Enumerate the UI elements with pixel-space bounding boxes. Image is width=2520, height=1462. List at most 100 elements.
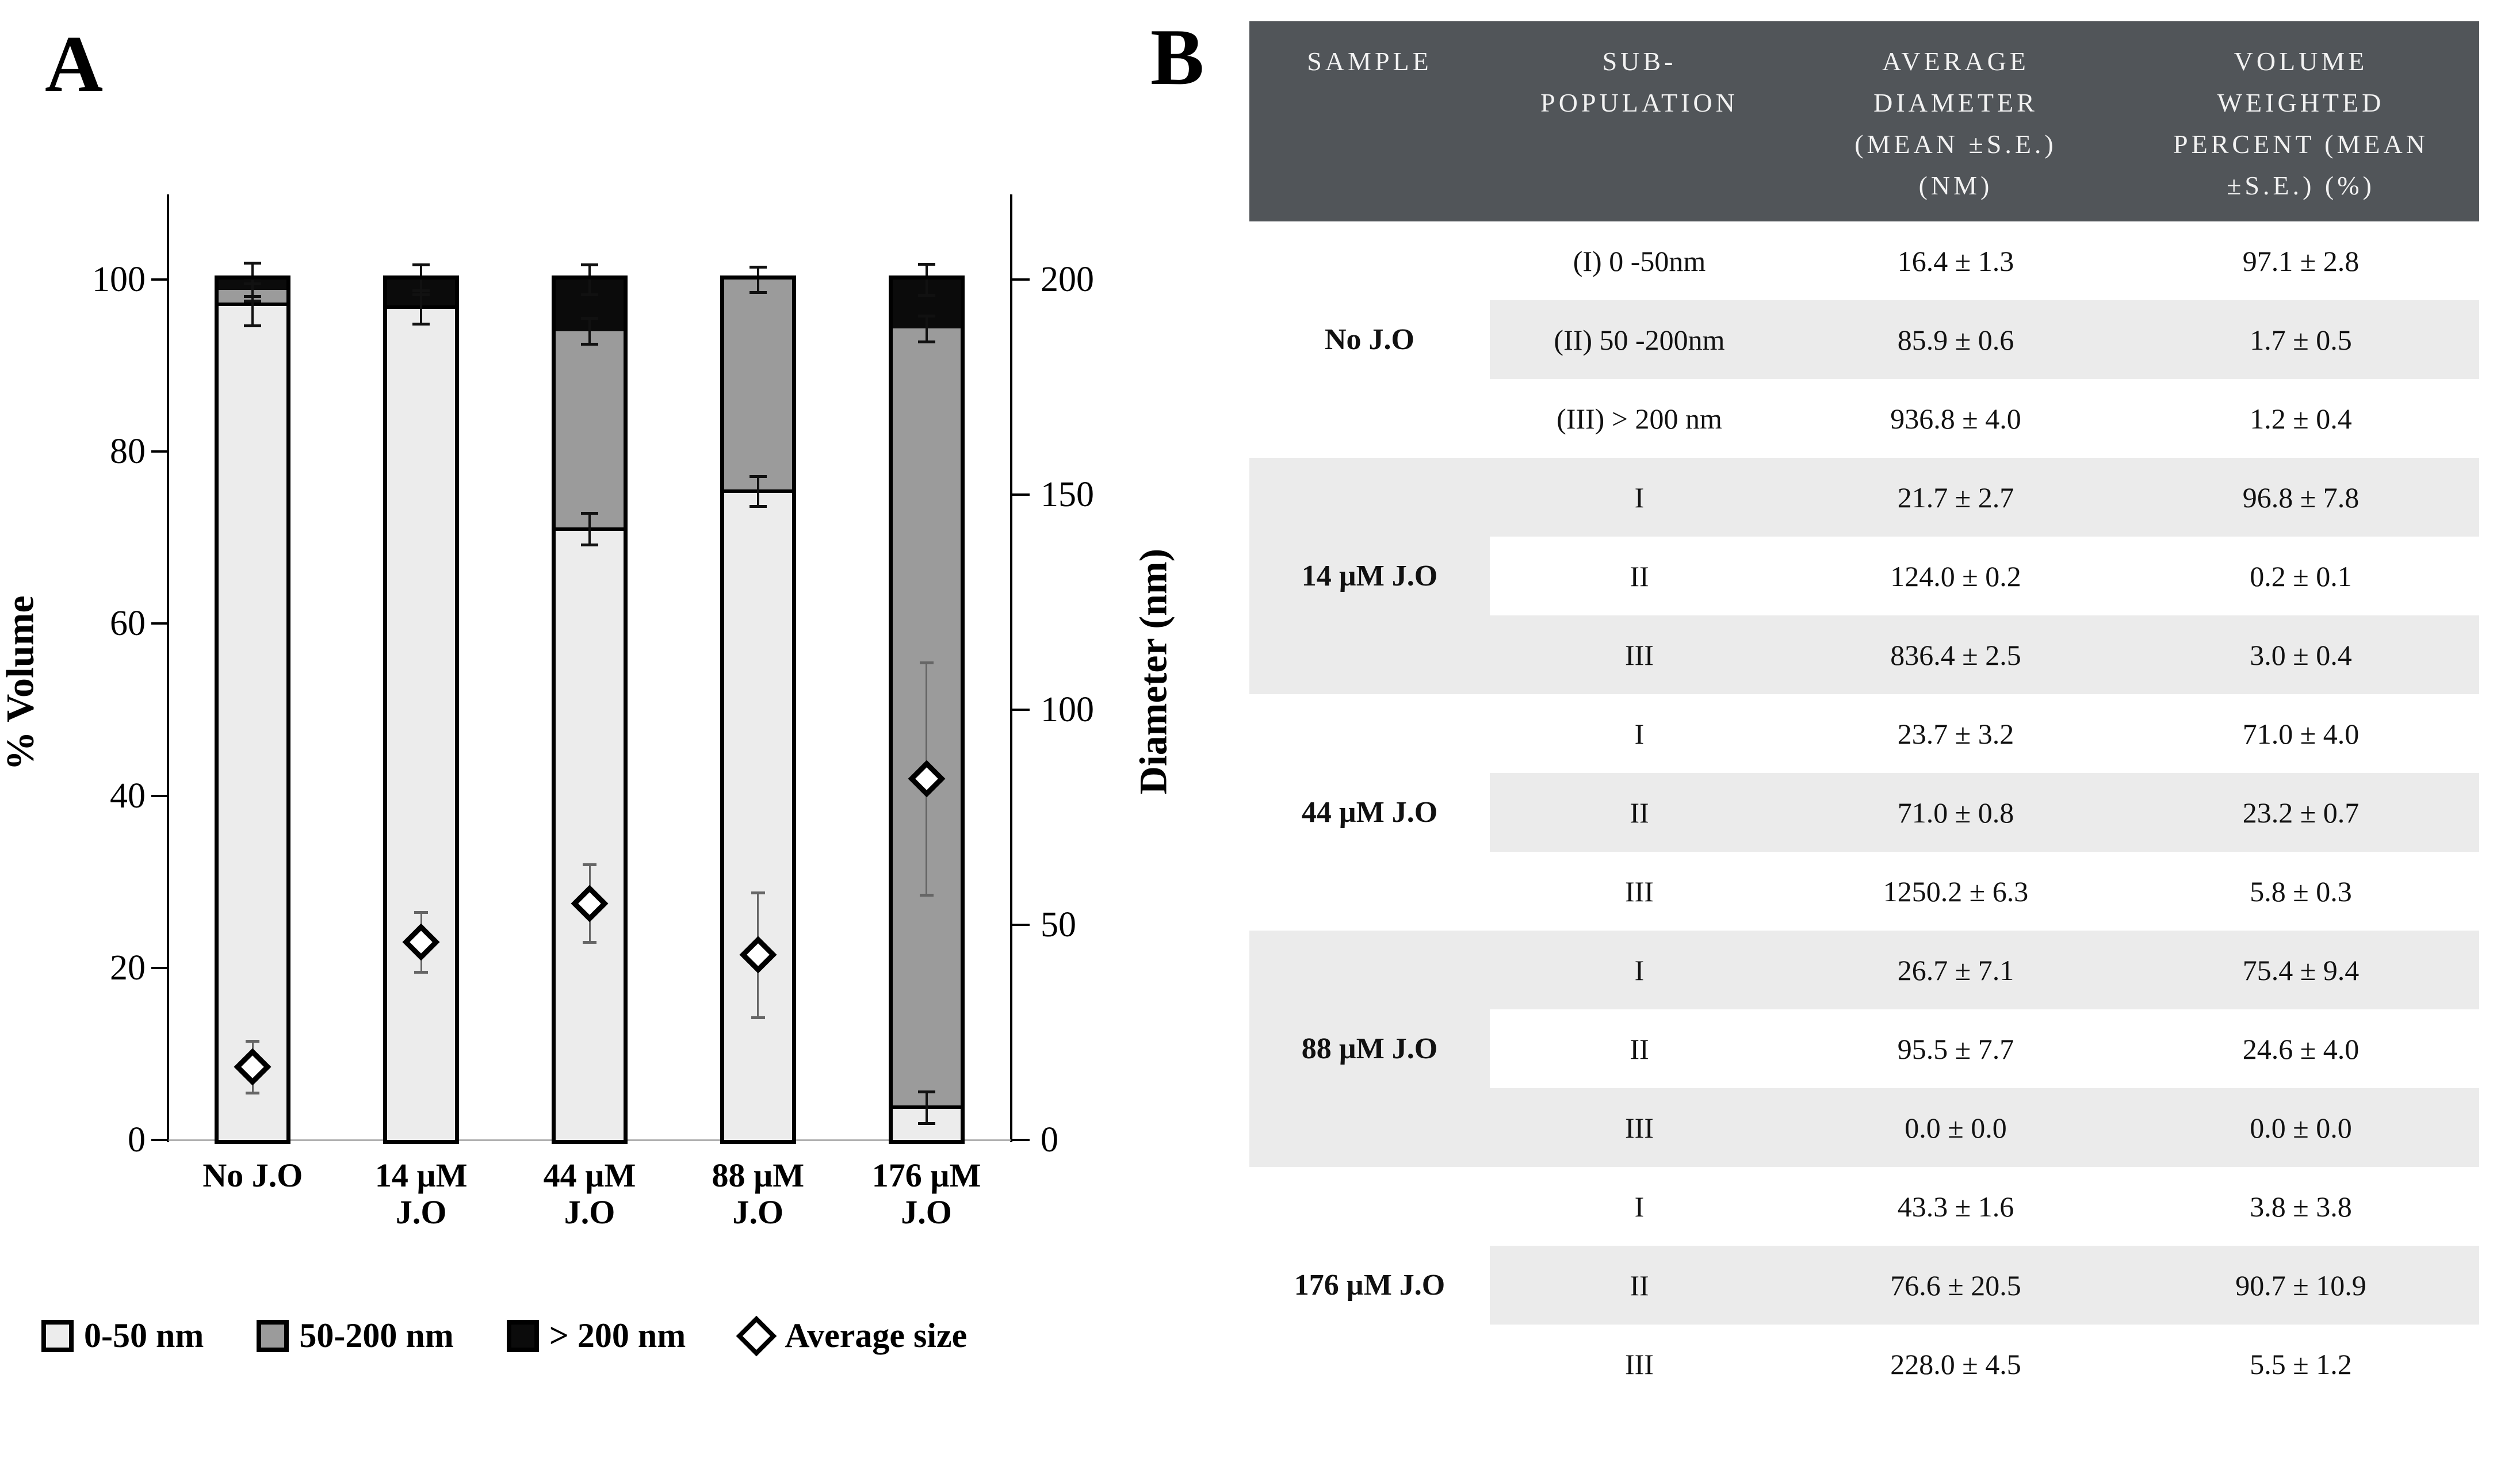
bar-outline bbox=[720, 275, 796, 1144]
error-bar-light-top-cap-bottom bbox=[581, 544, 598, 547]
subpop-cell: (I) 0 -50nm bbox=[1490, 221, 1789, 300]
y-left-tick-label: 0 bbox=[128, 1120, 146, 1159]
volume-percent-cell: 96.8 ± 7.8 bbox=[2123, 458, 2479, 537]
bar-segment-0-50nm bbox=[724, 491, 792, 1140]
volume-percent-cell: 90.7 ± 10.9 bbox=[2123, 1246, 2479, 1325]
diameter-cell: 43.3 ± 1.6 bbox=[1789, 1167, 2123, 1246]
table-row: II 95.5 ± 7.7 24.6 ± 4.0 bbox=[1249, 1009, 2479, 1088]
subpop-cell: III bbox=[1490, 1325, 1789, 1403]
y-right-tick bbox=[1012, 924, 1030, 926]
x-category-label: 88 µM J.O bbox=[712, 1157, 805, 1231]
legend-label: 50-200 nm bbox=[299, 1316, 454, 1354]
legend-item: Average size bbox=[736, 1315, 967, 1356]
volume-percent-cell: 24.6 ± 4.0 bbox=[2123, 1009, 2479, 1088]
column-header: SAMPLE bbox=[1249, 21, 1490, 221]
diameter-cell: 21.7 ± 2.7 bbox=[1789, 458, 2123, 537]
x-category-label: 176 µM J.O bbox=[871, 1157, 981, 1231]
volume-percent-cell: 75.4 ± 9.4 bbox=[2123, 931, 2479, 1009]
error-bar-light-top-cap-top bbox=[749, 475, 767, 479]
error-bar-gray-top-cap-bottom bbox=[244, 300, 262, 303]
subpop-cell: III bbox=[1490, 615, 1789, 694]
error-bar-light-top-cap-bottom bbox=[412, 322, 430, 326]
subpop-cell: III bbox=[1490, 852, 1789, 931]
volume-percent-cell: 3.0 ± 0.4 bbox=[2123, 615, 2479, 694]
error-bar-black-top-cap-bottom bbox=[244, 294, 262, 298]
error-bar-gray-top-cap-top bbox=[581, 317, 598, 320]
table-row: (II) 50 -200nm 85.9 ± 0.6 1.7 ± 0.5 bbox=[1249, 300, 2479, 379]
column-header: AVERAGE DIAMETER (MEAN ±S.E.) (NM) bbox=[1789, 21, 2123, 221]
average-size-error-bar-cap-bottom bbox=[414, 971, 429, 974]
legend-swatch-gray-icon bbox=[257, 1319, 289, 1352]
y-left-tick bbox=[151, 450, 169, 453]
error-bar-light-top bbox=[420, 290, 423, 324]
stacked-bar-chart: 0 20 40 60 80 100 0 50 100 150 200 No J.O 14 µM J.O 4… bbox=[0, 0, 1237, 1462]
legend-item: > 200 nm bbox=[506, 1316, 686, 1356]
sample-cell: 88 µM J.O bbox=[1249, 931, 1490, 1167]
y-right-tick-label: 150 bbox=[1041, 475, 1094, 514]
error-bar-gray-top-cap-bottom bbox=[749, 291, 767, 294]
table-row: III 0.0 ± 0.0 0.0 ± 0.0 bbox=[1249, 1088, 2479, 1167]
table-row: (III) > 200 nm 936.8 ± 4.0 1.2 ± 0.4 bbox=[1249, 379, 2479, 458]
average-size-error-bar-cap-top bbox=[751, 891, 765, 894]
y-left-tick-label: 60 bbox=[110, 604, 146, 644]
diameter-cell: 23.7 ± 3.2 bbox=[1789, 694, 2123, 773]
sample-cell: 176 µM J.O bbox=[1249, 1167, 1490, 1403]
legend-item: 0-50 nm bbox=[41, 1316, 204, 1356]
y-right-tick bbox=[1012, 278, 1030, 281]
error-bar-light-top-cap-bottom bbox=[244, 324, 262, 327]
volume-percent-cell: 23.2 ± 0.7 bbox=[2123, 773, 2479, 852]
y-left-tick bbox=[151, 1139, 169, 1141]
error-bar-gray-top bbox=[925, 315, 928, 342]
table-row: No J.O (I) 0 -50nm 16.4 ± 1.3 97.1 ± 2.8 bbox=[1249, 221, 2479, 458]
error-bar-black-top-cap-top bbox=[412, 263, 430, 267]
y-right-tick bbox=[1012, 1139, 1030, 1141]
table-row: III 1250.2 ± 6.3 5.8 ± 0.3 bbox=[1249, 852, 2479, 931]
volume-percent-cell: 71.0 ± 4.0 bbox=[2123, 694, 2479, 773]
volume-percent-cell: 0.0 ± 0.0 bbox=[2123, 1088, 2479, 1167]
subpop-cell: I bbox=[1490, 458, 1789, 537]
y-left-tick bbox=[151, 278, 169, 281]
error-bar-black-top-cap-top bbox=[581, 263, 598, 267]
y-left-tick bbox=[151, 794, 169, 797]
bar-segment-50-200nm bbox=[556, 331, 624, 529]
diameter-cell: 836.4 ± 2.5 bbox=[1789, 615, 2123, 694]
diameter-cell: 95.5 ± 7.7 bbox=[1789, 1009, 2123, 1088]
diameter-cell: 228.0 ± 4.5 bbox=[1789, 1325, 2123, 1403]
x-category-label: No J.O bbox=[202, 1157, 303, 1194]
table-row: II 76.6 ± 20.5 90.7 ± 10.9 bbox=[1249, 1246, 2479, 1325]
diameter-cell: 85.9 ± 0.6 bbox=[1789, 300, 2123, 379]
bar-outline bbox=[383, 275, 460, 1144]
bar-segment-0-50nm bbox=[556, 529, 624, 1140]
diameter-cell: 71.0 ± 0.8 bbox=[1789, 773, 2123, 852]
volume-percent-cell: 5.8 ± 0.3 bbox=[2123, 852, 2479, 931]
diameter-cell: 936.8 ± 4.0 bbox=[1789, 379, 2123, 458]
subpopulation-table: SAMPLE SUB- POPULATION AVERAGE DIAMETER (M… bbox=[1249, 21, 2479, 1403]
table-header-row: SAMPLE SUB- POPULATION AVERAGE DIAMETER (M… bbox=[1249, 21, 2479, 221]
y-axis-right-line bbox=[1010, 194, 1012, 1142]
table-row: II 71.0 ± 0.8 23.2 ± 0.7 bbox=[1249, 773, 2479, 852]
average-size-error-bar-cap-top bbox=[246, 1039, 260, 1043]
legend-swatch-light-icon bbox=[41, 1319, 74, 1352]
error-bar-gray-top-cap-top bbox=[917, 314, 935, 317]
legend-label: 0-50 nm bbox=[84, 1316, 204, 1354]
sample-cell: No J.O bbox=[1249, 221, 1490, 458]
table-row: 88 µM J.O I 26.7 ± 7.1 75.4 ± 9.4 bbox=[1249, 931, 2479, 1167]
subpop-cell: I bbox=[1490, 931, 1789, 1009]
y-left-tick-label: 100 bbox=[92, 260, 146, 299]
panel-b-label: B bbox=[1150, 13, 1204, 102]
average-size-error-bar-cap-top bbox=[414, 910, 429, 914]
average-size-error-bar-cap-bottom bbox=[583, 940, 596, 944]
table-body: No J.O (I) 0 -50nm 16.4 ± 1.3 97.1 ± 2.8 (II… bbox=[1249, 221, 2479, 1403]
table-header: SAMPLE SUB- POPULATION AVERAGE DIAMETER (M… bbox=[1249, 21, 2479, 221]
table-row: III 228.0 ± 4.5 5.5 ± 1.2 bbox=[1249, 1325, 2479, 1403]
error-bar-gray-top-cap-bottom bbox=[917, 340, 935, 343]
error-bar-black-top-cap-bottom bbox=[581, 293, 598, 296]
y-right-tick-label: 50 bbox=[1041, 905, 1076, 944]
y-right-tick-label: 200 bbox=[1041, 260, 1094, 299]
legend-label: > 200 nm bbox=[549, 1316, 686, 1354]
subpop-cell: I bbox=[1490, 1167, 1789, 1246]
table-row: II 124.0 ± 0.2 0.2 ± 0.1 bbox=[1249, 537, 2479, 615]
volume-percent-cell: 1.2 ± 0.4 bbox=[2123, 379, 2479, 458]
average-size-error-bar-cap-bottom bbox=[751, 1016, 765, 1019]
